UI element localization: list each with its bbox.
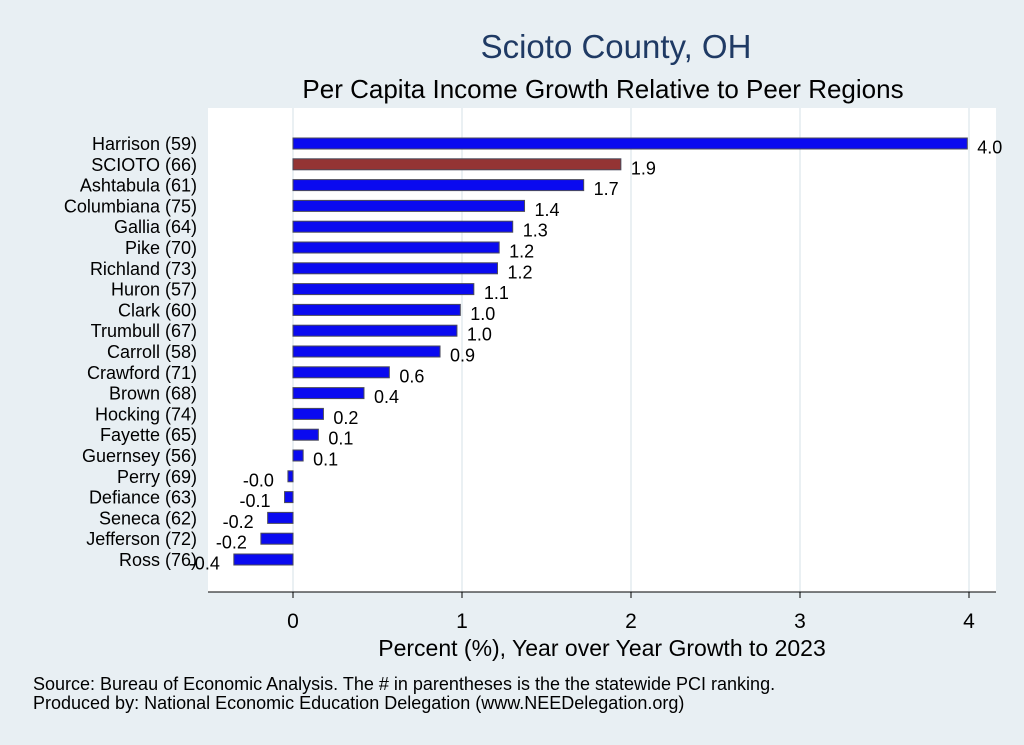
bar	[292, 303, 461, 316]
bar	[292, 449, 304, 462]
category-label: Guernsey (56)	[82, 446, 197, 466]
category-label: Fayette (65)	[100, 425, 197, 445]
x-tick-label: 4	[963, 610, 975, 633]
category-label: Clark (60)	[118, 300, 197, 320]
category-label: Columbiana (75)	[64, 196, 197, 216]
category-label: Jefferson (72)	[86, 529, 197, 549]
value-label: 0.4	[374, 387, 399, 407]
value-label: 1.0	[470, 304, 495, 324]
credit-note: Produced by: National Economic Education…	[33, 693, 684, 713]
bar	[292, 283, 475, 296]
value-labels: 4.01.91.71.41.31.21.21.11.01.00.90.60.40…	[189, 138, 1003, 574]
value-label: 1.0	[467, 325, 492, 345]
x-tick-label: 1	[456, 610, 468, 633]
bar	[292, 179, 585, 192]
bars	[233, 137, 968, 566]
value-label: 0.1	[328, 429, 353, 449]
bar	[292, 220, 514, 233]
x-axis-title: Percent (%), Year over Year Growth to 20…	[378, 635, 826, 661]
source-note: Source: Bureau of Economic Analysis. The…	[33, 674, 775, 694]
category-label: Crawford (71)	[87, 363, 197, 383]
bar	[292, 366, 390, 379]
value-label: 0.6	[399, 366, 424, 386]
category-label: Brown (68)	[109, 384, 197, 404]
value-label: 0.9	[450, 346, 475, 366]
category-label: SCIOTO (66)	[91, 155, 197, 175]
bar	[292, 345, 441, 358]
category-labels: Harrison (59)SCIOTO (66)Ashtabula (61)Co…	[64, 134, 197, 570]
value-label: -0.2	[223, 512, 254, 532]
bar	[260, 532, 294, 545]
value-label: 0.2	[333, 408, 358, 428]
value-label: 1.2	[507, 262, 532, 282]
value-label: 1.2	[509, 242, 534, 262]
value-label: 1.9	[631, 158, 656, 178]
bar-highlight	[292, 158, 622, 171]
bar	[292, 407, 324, 420]
category-label: Trumbull (67)	[91, 321, 197, 341]
value-label: -0.1	[240, 491, 271, 511]
category-label: Harrison (59)	[92, 134, 197, 154]
bar	[292, 428, 319, 441]
category-label: Perry (69)	[117, 467, 197, 487]
category-label: Huron (57)	[111, 280, 197, 300]
bar	[287, 470, 294, 483]
value-label: -0.0	[243, 470, 274, 490]
x-tick-label: 3	[794, 610, 806, 633]
category-label: Defiance (63)	[89, 488, 197, 508]
value-label: 1.4	[535, 200, 560, 220]
category-label: Seneca (62)	[99, 508, 197, 528]
chart-subtitle: Per Capita Income Growth Relative to Pee…	[302, 74, 903, 104]
bar	[292, 137, 968, 150]
category-label: Richland (73)	[90, 259, 197, 279]
category-label: Hocking (74)	[95, 404, 197, 424]
x-ticks: 0 1 2 3 4	[287, 592, 975, 633]
value-label: 0.1	[313, 450, 338, 470]
bar	[292, 324, 458, 337]
bar	[267, 511, 294, 524]
category-label: Gallia (64)	[114, 217, 197, 237]
x-tick-label: 2	[625, 610, 637, 633]
value-label: 1.7	[594, 179, 619, 199]
x-tick-label: 0	[287, 610, 299, 633]
chart-title: Scioto County, OH	[481, 28, 752, 65]
category-label: Ashtabula (61)	[80, 176, 197, 196]
category-label: Ross (76)	[119, 550, 197, 570]
bar	[292, 387, 365, 400]
value-label: 4.0	[977, 138, 1002, 158]
value-label: -0.4	[189, 554, 220, 574]
bar	[292, 199, 526, 212]
bar	[284, 491, 294, 504]
value-label: 1.3	[523, 221, 548, 241]
bar	[233, 553, 294, 566]
bar	[292, 262, 498, 275]
category-label: Pike (70)	[125, 238, 197, 258]
value-label: 1.1	[484, 283, 509, 303]
value-label: -0.2	[216, 533, 247, 553]
bar	[292, 241, 500, 254]
category-label: Carroll (58)	[107, 342, 197, 362]
